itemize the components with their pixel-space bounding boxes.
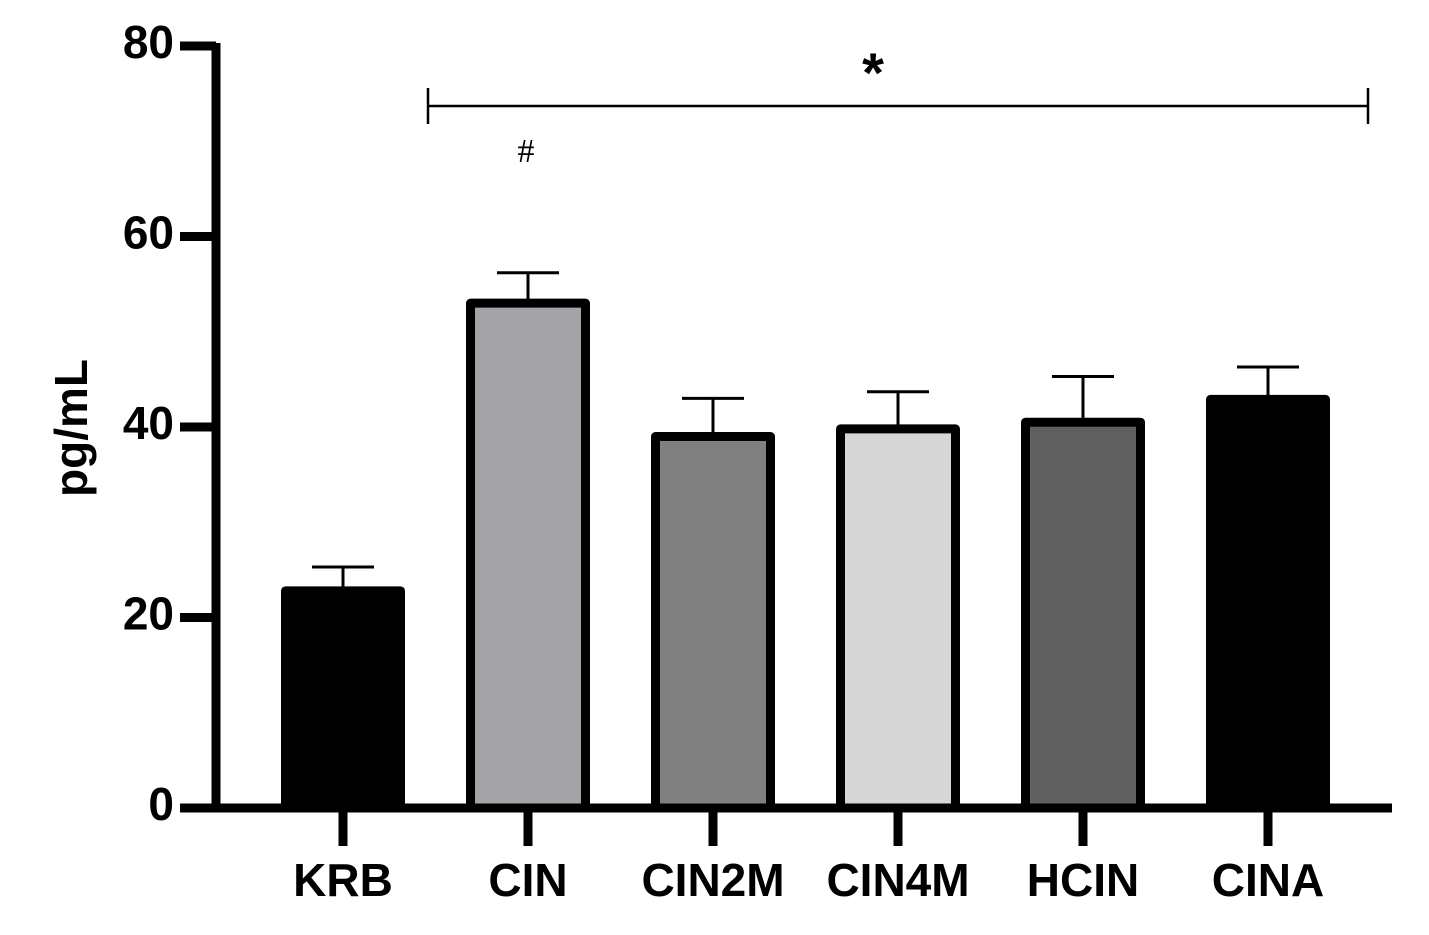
bar-krb bbox=[281, 586, 405, 813]
significance-star: * bbox=[862, 41, 884, 104]
y-axis-label: pg/mL bbox=[45, 359, 97, 497]
y-tick-label: 80 bbox=[123, 16, 174, 68]
bars bbox=[281, 298, 1330, 813]
x-axis: KRB CIN CIN2M CIN4M HCIN CINA bbox=[212, 803, 1392, 906]
y-tick-label: 40 bbox=[123, 397, 174, 449]
bar-cina bbox=[1206, 394, 1330, 813]
y-tick-label: 60 bbox=[123, 207, 174, 259]
y-tick-label: 20 bbox=[123, 588, 174, 640]
bar-cin4m bbox=[836, 424, 960, 813]
x-tick-label: CIN bbox=[488, 854, 567, 906]
x-tick-label: HCIN bbox=[1027, 854, 1139, 906]
annotations: *# bbox=[426, 41, 1370, 170]
x-tick-label: CINA bbox=[1212, 854, 1324, 906]
bar-cin2m bbox=[651, 432, 775, 813]
bar-cin bbox=[466, 298, 590, 813]
x-tick-label: KRB bbox=[293, 854, 393, 906]
y-tick-label: 0 bbox=[148, 778, 174, 830]
y-axis: 0 20 40 60 80 bbox=[123, 16, 221, 830]
x-tick-label: CIN2M bbox=[641, 854, 784, 906]
bar-hcin bbox=[1021, 417, 1145, 813]
significance-hash: # bbox=[518, 133, 535, 170]
x-tick-label: CIN4M bbox=[826, 854, 969, 906]
error-bars bbox=[312, 271, 1299, 591]
